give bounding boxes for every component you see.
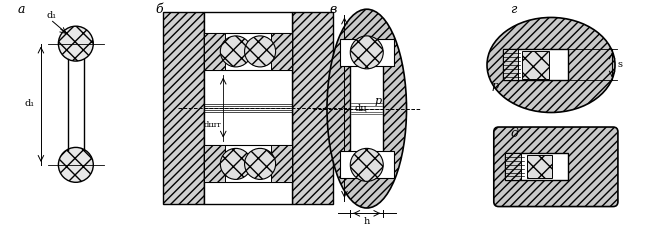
Circle shape	[245, 148, 275, 179]
Bar	[522, 51, 549, 79]
Ellipse shape	[327, 9, 407, 208]
Bar	[506, 153, 568, 180]
Bar	[163, 12, 204, 204]
Bar	[204, 145, 225, 182]
Bar	[339, 151, 394, 178]
Bar	[339, 39, 394, 66]
Text: h: h	[364, 217, 370, 225]
Bar	[204, 145, 292, 182]
Text: s: s	[618, 61, 623, 70]
Text: dц: dц	[354, 103, 367, 112]
Circle shape	[58, 26, 94, 61]
Circle shape	[220, 36, 251, 67]
Text: в: в	[330, 3, 337, 16]
Circle shape	[220, 148, 251, 179]
Bar	[204, 12, 292, 204]
Bar	[204, 33, 292, 70]
Bar	[526, 155, 552, 178]
Bar	[502, 50, 518, 81]
Text: б: б	[156, 3, 163, 16]
Circle shape	[58, 147, 94, 182]
Circle shape	[245, 36, 275, 67]
Bar	[204, 33, 225, 70]
Text: p: p	[492, 81, 498, 91]
Text: d₁: d₁	[25, 99, 35, 108]
Text: p: p	[375, 96, 382, 106]
Bar	[351, 52, 383, 165]
Text: а: а	[18, 3, 25, 16]
Bar	[271, 33, 292, 70]
Bar	[506, 153, 521, 180]
Text: г: г	[510, 3, 517, 16]
Bar	[502, 50, 568, 81]
Circle shape	[351, 36, 383, 69]
Bar	[292, 12, 333, 204]
Text: dшт: dшт	[203, 121, 221, 129]
Text: d₁: d₁	[46, 11, 57, 20]
Text: д: д	[510, 127, 518, 140]
FancyBboxPatch shape	[494, 127, 618, 207]
Bar	[271, 145, 292, 182]
Ellipse shape	[487, 18, 615, 112]
Circle shape	[351, 148, 383, 181]
